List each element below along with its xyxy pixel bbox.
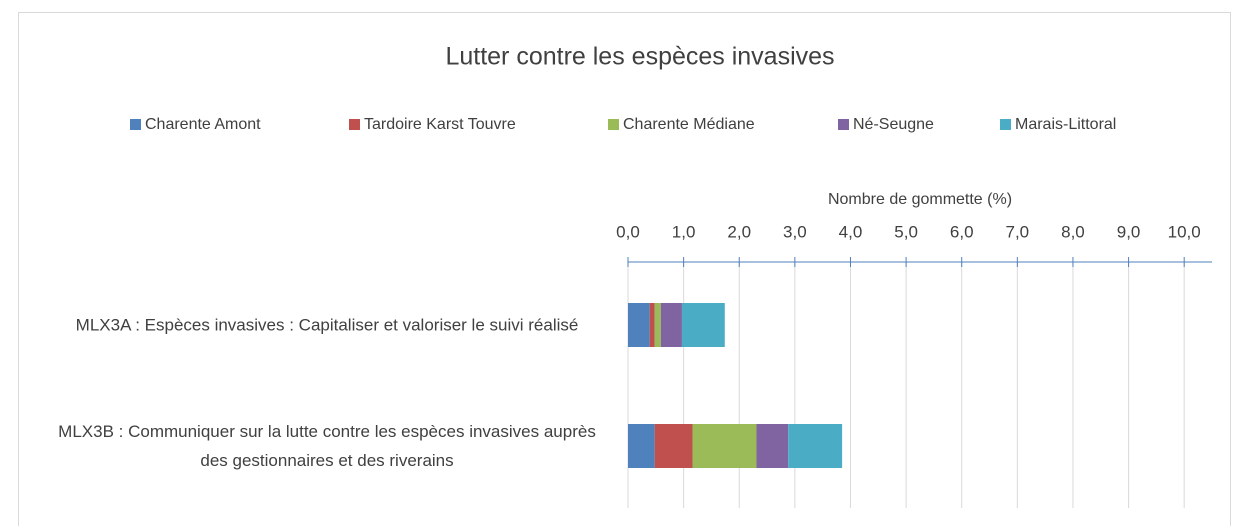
bar-segment <box>660 303 682 347</box>
bar-segment <box>628 424 655 468</box>
bar-segment <box>692 424 757 468</box>
x-tick-label: 6,0 <box>950 222 974 241</box>
bar-segment <box>628 303 650 347</box>
bar-segment <box>788 424 843 468</box>
x-tick-label: 4,0 <box>839 222 863 241</box>
x-tick-label: 3,0 <box>783 222 807 241</box>
chart-title: Lutter contre les espèces invasives <box>445 43 834 71</box>
legend-label: Marais-Littoral <box>1015 116 1116 133</box>
legend-label: Charente Médiane <box>623 116 755 133</box>
chart-border <box>18 12 1231 526</box>
bar-segment <box>756 424 789 468</box>
legend-label: Charente Amont <box>145 116 261 133</box>
legend-swatch <box>838 119 849 130</box>
x-tick-label: 0,0 <box>616 222 640 241</box>
x-tick-label: 7,0 <box>1006 222 1030 241</box>
x-tick-label: 10,0 <box>1168 222 1201 241</box>
legend-label: Né-Seugne <box>853 116 934 133</box>
legend-swatch <box>349 119 360 130</box>
bar-segment <box>681 303 725 347</box>
axis-title: Nombre de gommette (%) <box>828 191 1012 208</box>
legend-label: Tardoire Karst Touvre <box>364 116 516 133</box>
bar-segment <box>649 303 655 347</box>
category-label: MLX3B : Communiquer sur la lutte contre … <box>58 422 596 470</box>
legend-swatch <box>1000 119 1011 130</box>
category-label: MLX3A : Espèces invasives : Capitaliser … <box>75 315 579 335</box>
x-tick-label: 9,0 <box>1117 222 1141 241</box>
legend-swatch <box>130 119 141 130</box>
bar-segment <box>654 303 661 347</box>
bar-segment <box>654 424 693 468</box>
legend-swatch <box>608 119 619 130</box>
x-tick-label: 5,0 <box>894 222 918 241</box>
x-tick-label: 8,0 <box>1061 222 1085 241</box>
x-tick-label: 1,0 <box>672 222 696 241</box>
x-tick-label: 2,0 <box>727 222 751 241</box>
